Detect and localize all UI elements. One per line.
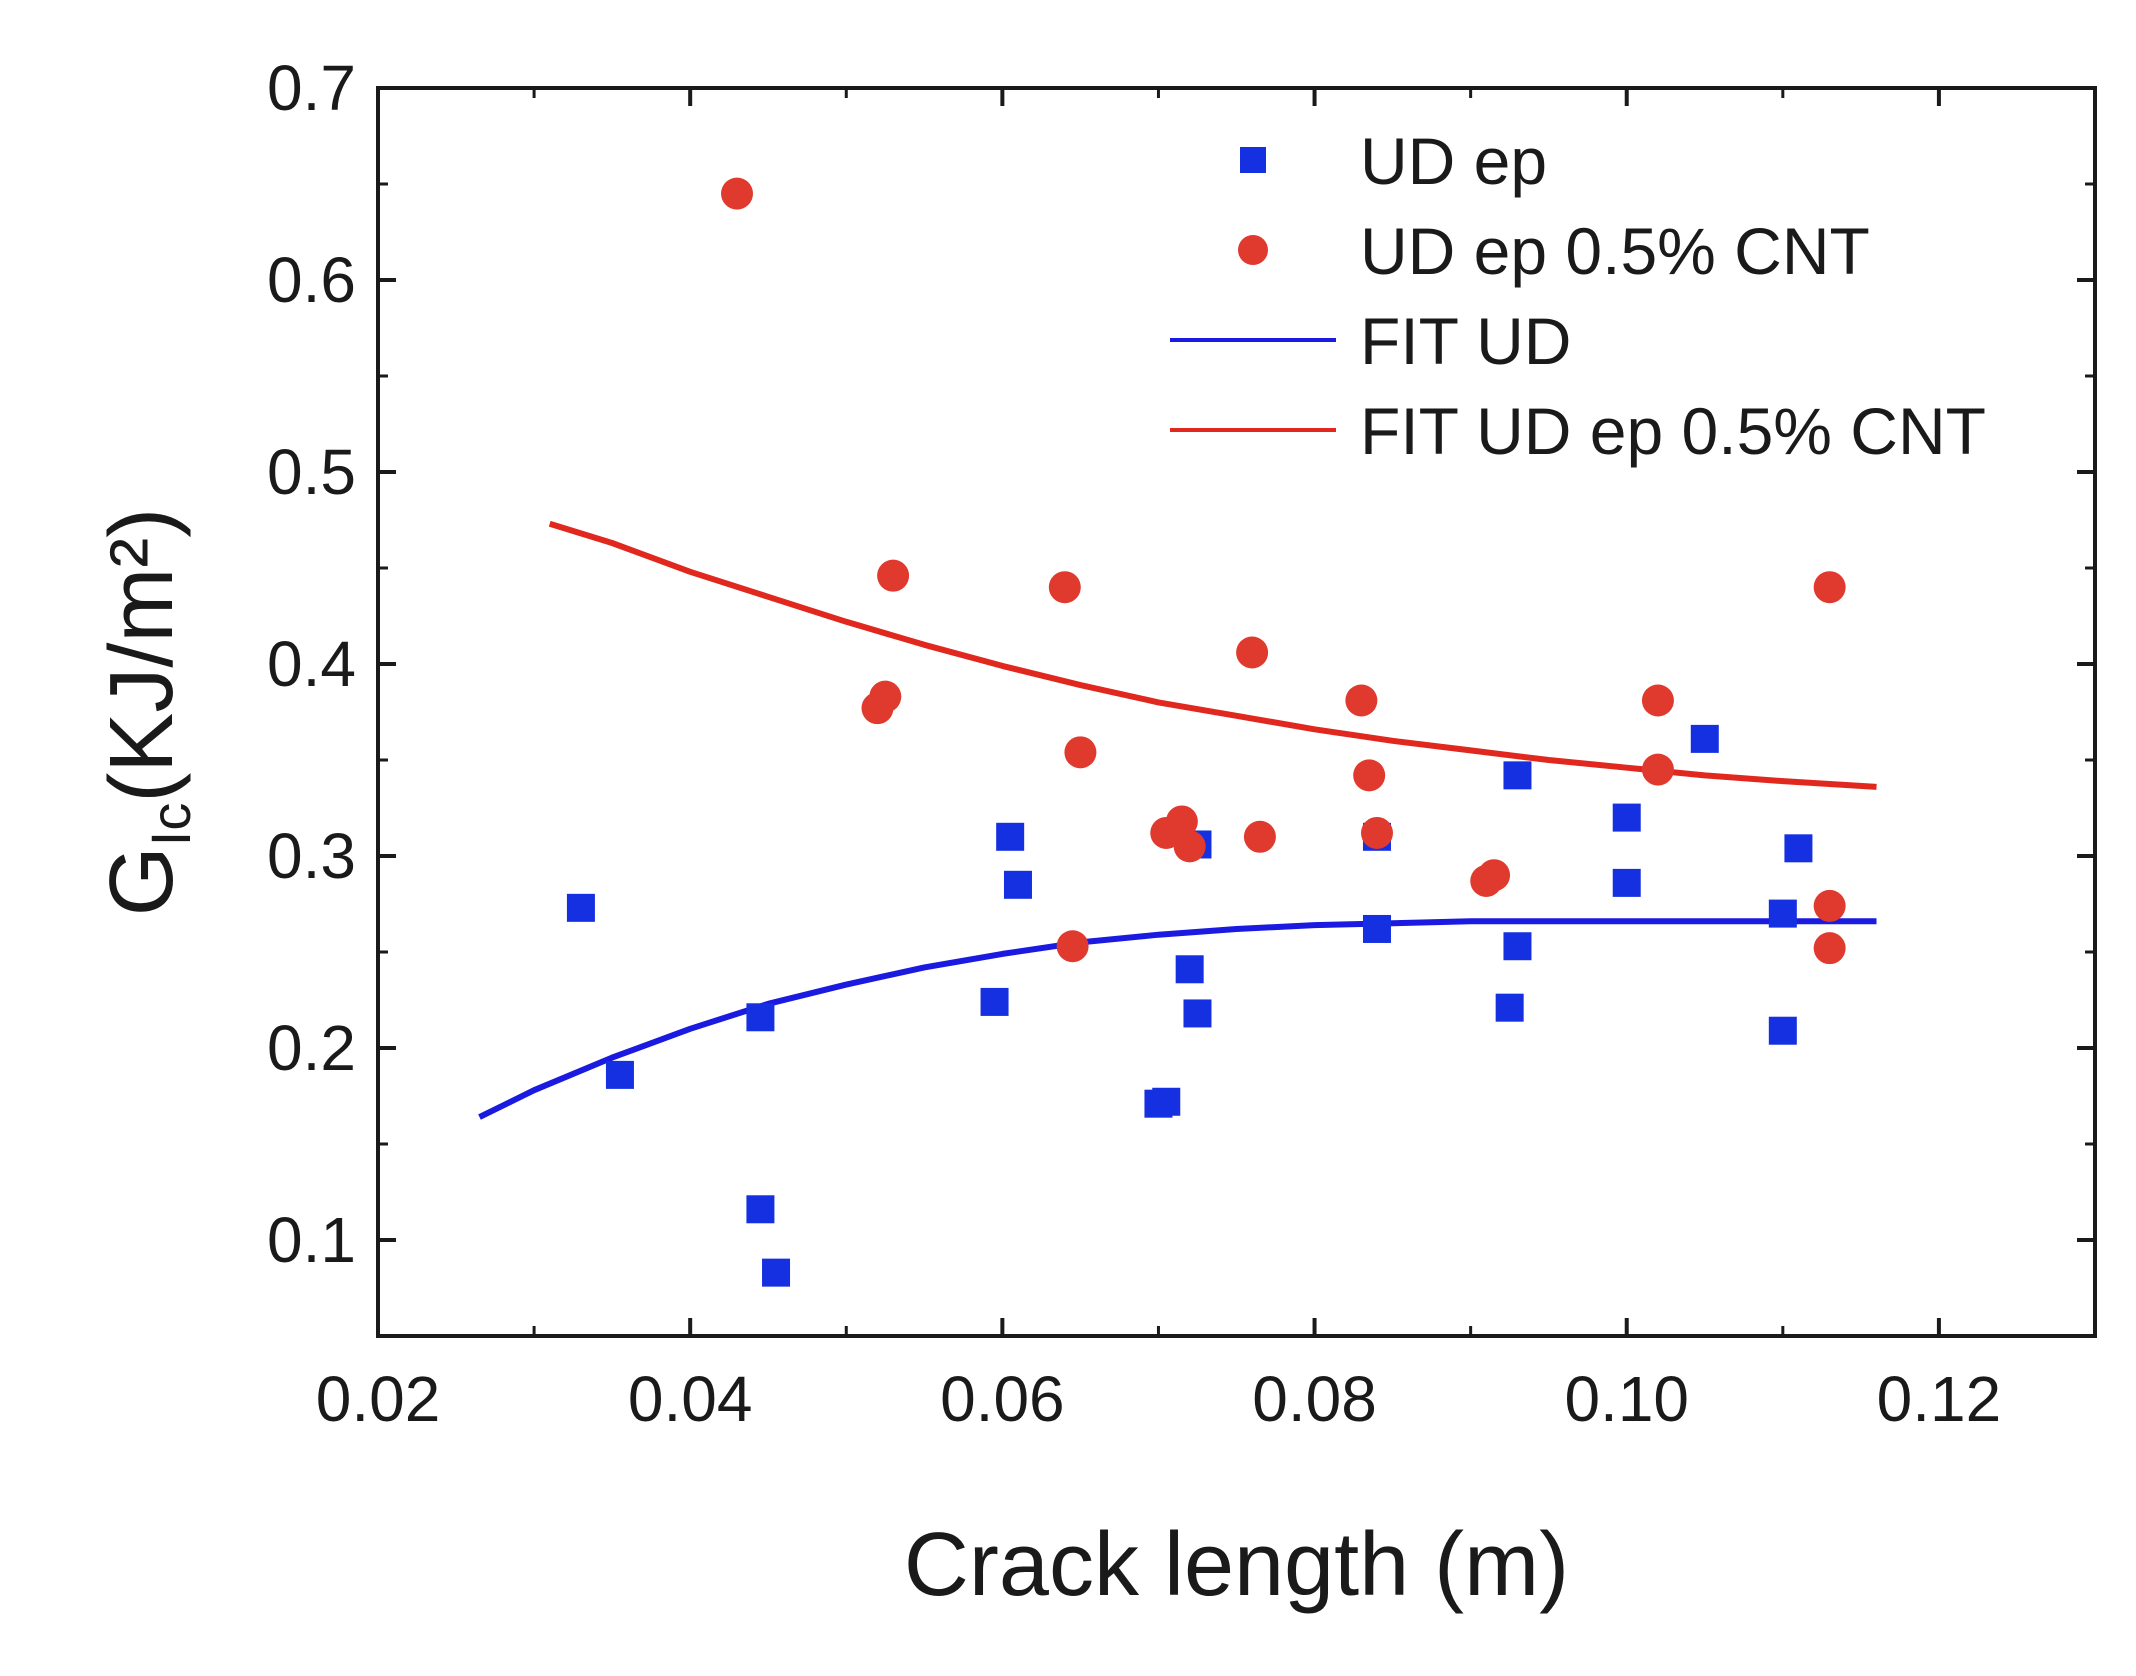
point-ud-ep-0-5-cnt — [1165, 805, 1198, 838]
point-ud-ep-0-5-cnt — [877, 559, 910, 592]
y-tick-label: 0.2 — [267, 1012, 356, 1084]
y-tick-label: 0.5 — [267, 436, 356, 508]
point-ud-ep-0-5-cnt — [1064, 736, 1097, 769]
point-ud-ep-0-5-cnt — [1236, 636, 1269, 669]
y-tick-label: 0.4 — [267, 628, 356, 700]
point-ud-ep-0-5-cnt — [1353, 759, 1386, 792]
point-ud-ep — [762, 1258, 791, 1287]
legend-marker-ud-ep — [1240, 147, 1266, 173]
point-ud-ep — [1503, 932, 1532, 961]
point-ud-ep — [1152, 1087, 1181, 1116]
line-fit-ud-ep-0-5-cnt — [548, 520, 1877, 790]
point-ud-ep — [746, 1003, 775, 1032]
point-ud-ep-0-5-cnt — [1173, 830, 1206, 863]
point-ud-ep — [1503, 761, 1532, 790]
y-tick-label: 0.7 — [267, 52, 356, 124]
point-ud-ep-0-5-cnt — [1056, 930, 1089, 963]
x-tick-label: 0.10 — [1564, 1363, 1689, 1435]
y-tick-label: 0.6 — [267, 244, 356, 316]
legend-label-fit-ud-ep-0-5-cnt: FIT UD ep 0.5% CNT — [1360, 394, 1986, 468]
point-ud-ep-0-5-cnt — [1641, 753, 1674, 786]
point-ud-ep — [1784, 834, 1813, 863]
point-ud-ep-0-5-cnt — [1813, 571, 1846, 604]
legend-label-fit-ud: FIT UD — [1360, 304, 1571, 378]
point-ud-ep-0-5-cnt — [721, 177, 754, 210]
x-tick-label: 0.12 — [1877, 1363, 2002, 1435]
y-axis-title-units: (KJ/m²) — [92, 508, 192, 803]
point-ud-ep — [1495, 993, 1524, 1022]
y-tick-label: 0.3 — [267, 820, 356, 892]
point-ud-ep — [1768, 1016, 1797, 1045]
legend-label-ud-ep-0-5-cnt: UD ep 0.5% CNT — [1360, 214, 1870, 288]
legend-label-ud-ep: UD ep — [1360, 124, 1547, 198]
y-axis-title-subscript: Ic — [139, 803, 202, 847]
plot-frame — [376, 86, 2097, 1338]
point-ud-ep — [980, 987, 1009, 1016]
point-ud-ep — [1612, 868, 1641, 897]
point-ud-ep-0-5-cnt — [1478, 859, 1511, 892]
line-fit-ud — [478, 918, 1877, 1120]
point-ud-ep — [1612, 803, 1641, 832]
point-ud-ep — [566, 893, 595, 922]
x-tick-label: 0.08 — [1252, 1363, 1377, 1435]
point-ud-ep-0-5-cnt — [1813, 889, 1846, 922]
point-ud-ep-0-5-cnt — [1048, 571, 1081, 604]
point-ud-ep — [1175, 955, 1204, 984]
point-ud-ep-0-5-cnt — [1345, 684, 1378, 717]
point-ud-ep-0-5-cnt — [1813, 932, 1846, 965]
point-ud-ep — [1003, 870, 1032, 899]
axis-ticks — [376, 86, 2095, 1338]
legend: UD ep UD ep 0.5% CNT FIT UD FIT UD ep 0.5% … — [1170, 124, 1986, 468]
point-ud-ep — [1690, 724, 1719, 753]
point-ud-ep — [1768, 899, 1797, 928]
y-axis-title: GIc(KJ/m²) — [92, 508, 202, 917]
point-ud-ep — [746, 1195, 775, 1224]
y-axis-title-main: G — [92, 846, 192, 916]
point-ud-ep-0-5-cnt — [869, 680, 902, 713]
x-tick-label: 0.02 — [316, 1363, 441, 1435]
point-ud-ep-0-5-cnt — [1641, 684, 1674, 717]
y-tick-label: 0.1 — [267, 1204, 356, 1276]
x-axis-title: Crack length (m) — [904, 1515, 1569, 1615]
legend-marker-ud-ep-0-5-cnt — [1238, 235, 1268, 265]
point-ud-ep-0-5-cnt — [1360, 816, 1393, 849]
x-tick-label: 0.06 — [940, 1363, 1065, 1435]
axis-tick-labels: 0.02 0.04 0.06 0.08 0.10 0.12 0.1 0.2 0.3 0.4 0.5 0… — [267, 52, 2001, 1435]
series-layer — [478, 177, 1877, 1287]
point-ud-ep — [1362, 914, 1391, 943]
point-ud-ep — [605, 1060, 634, 1089]
point-ud-ep-0-5-cnt — [1243, 820, 1276, 853]
point-ud-ep — [1183, 999, 1212, 1028]
x-tick-label: 0.04 — [628, 1363, 753, 1435]
point-ud-ep — [996, 822, 1025, 851]
